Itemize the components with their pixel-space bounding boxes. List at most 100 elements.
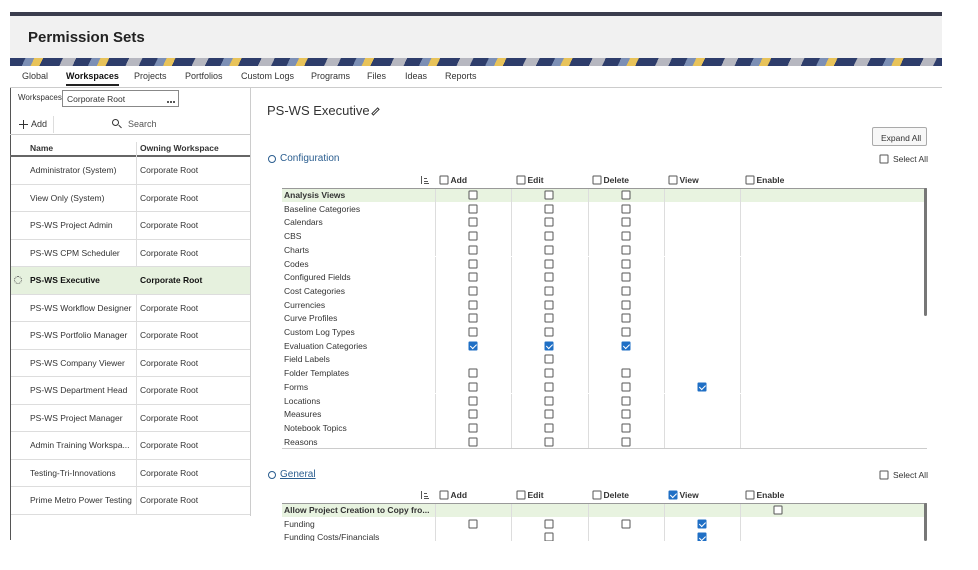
- checkbox[interactable]: [697, 519, 707, 529]
- checkbox[interactable]: [621, 423, 631, 433]
- checkbox[interactable]: [468, 204, 478, 214]
- checkbox[interactable]: [468, 341, 478, 351]
- checkbox[interactable]: [621, 217, 631, 227]
- table-row[interactable]: [282, 325, 926, 339]
- checkbox[interactable]: [544, 368, 554, 378]
- checkbox[interactable]: [544, 382, 554, 392]
- table-row[interactable]: [282, 229, 926, 243]
- checkbox[interactable]: [621, 286, 631, 296]
- search-field[interactable]: Search: [128, 119, 157, 129]
- checkbox[interactable]: [544, 190, 554, 200]
- checkbox[interactable]: [468, 382, 478, 392]
- table-row[interactable]: [282, 202, 926, 216]
- checkbox[interactable]: [468, 396, 478, 405]
- table-row[interactable]: [282, 394, 926, 408]
- checkbox[interactable]: [544, 259, 554, 268]
- table-row[interactable]: [282, 257, 926, 271]
- tab[interactable]: Global: [22, 71, 49, 81]
- tab[interactable]: Projects: [134, 71, 167, 81]
- table-row[interactable]: [282, 284, 926, 298]
- checkbox[interactable]: [544, 437, 554, 447]
- section-title[interactable]: Configuration: [280, 153, 340, 164]
- checkbox[interactable]: [439, 175, 448, 185]
- checkbox[interactable]: [668, 175, 677, 185]
- table-row[interactable]: [282, 517, 926, 531]
- checkbox[interactable]: [879, 154, 888, 164]
- checkbox[interactable]: [621, 272, 631, 282]
- tab[interactable]: Ideas: [405, 71, 428, 81]
- checkbox[interactable]: [468, 519, 478, 529]
- checkbox[interactable]: [544, 341, 554, 351]
- checkbox[interactable]: [621, 245, 631, 255]
- checkbox[interactable]: [468, 190, 478, 200]
- checkbox[interactable]: [544, 272, 554, 282]
- tab[interactable]: Custom Logs: [241, 71, 295, 81]
- table-row[interactable]: [282, 270, 926, 284]
- checkbox[interactable]: [621, 437, 631, 447]
- checkbox[interactable]: [468, 409, 478, 419]
- checkbox[interactable]: [621, 519, 631, 529]
- checkbox[interactable]: [621, 368, 631, 378]
- checkbox[interactable]: [544, 204, 554, 214]
- checkbox[interactable]: [544, 300, 554, 310]
- table-row[interactable]: [282, 243, 926, 257]
- checkbox[interactable]: [745, 490, 754, 500]
- checkbox[interactable]: [621, 313, 631, 323]
- table-row[interactable]: [282, 435, 926, 448]
- table-row[interactable]: [282, 298, 926, 312]
- table-row[interactable]: [282, 366, 926, 380]
- table-row[interactable]: [282, 215, 926, 229]
- checkbox[interactable]: [621, 259, 631, 268]
- checkbox[interactable]: [468, 327, 478, 337]
- checkbox[interactable]: [468, 231, 478, 241]
- checkbox[interactable]: [668, 490, 677, 500]
- checkbox[interactable]: [439, 490, 448, 500]
- table-row[interactable]: [282, 421, 926, 435]
- checkbox[interactable]: [773, 505, 783, 515]
- checkbox[interactable]: [468, 245, 478, 255]
- checkbox[interactable]: [621, 382, 631, 392]
- checkbox[interactable]: [621, 327, 631, 337]
- checkbox[interactable]: [468, 217, 478, 227]
- checkbox[interactable]: [544, 532, 554, 541]
- checkbox[interactable]: [621, 341, 631, 351]
- checkbox[interactable]: [544, 217, 554, 227]
- checkbox[interactable]: [544, 231, 554, 241]
- checkbox[interactable]: [468, 368, 478, 378]
- checkbox[interactable]: [697, 382, 707, 392]
- checkbox[interactable]: [468, 259, 478, 268]
- tab[interactable]: Files: [367, 71, 387, 81]
- checkbox[interactable]: [697, 532, 707, 541]
- checkbox[interactable]: [621, 409, 631, 419]
- checkbox[interactable]: [468, 313, 478, 323]
- table-row[interactable]: [282, 311, 926, 325]
- table-row[interactable]: [282, 339, 926, 353]
- workspace-input[interactable]: Corporate Root: [62, 90, 179, 107]
- checkbox[interactable]: [468, 437, 478, 447]
- checkbox[interactable]: [468, 423, 478, 433]
- checkbox[interactable]: [468, 286, 478, 296]
- checkbox[interactable]: [544, 286, 554, 296]
- checkbox[interactable]: [621, 231, 631, 241]
- collapse-icon[interactable]: [268, 471, 276, 479]
- tab[interactable]: Reports: [445, 71, 477, 81]
- table-row[interactable]: [282, 188, 926, 202]
- checkbox[interactable]: [544, 327, 554, 337]
- table-row[interactable]: [282, 503, 926, 517]
- checkbox[interactable]: [621, 396, 631, 405]
- expand-all-button[interactable]: Expand All: [872, 127, 927, 146]
- checkbox[interactable]: [516, 175, 525, 185]
- checkbox[interactable]: [621, 190, 631, 200]
- table-row[interactable]: [282, 380, 926, 394]
- checkbox[interactable]: [468, 300, 478, 310]
- checkbox[interactable]: [544, 519, 554, 529]
- edit-icon[interactable]: [371, 107, 380, 116]
- checkbox[interactable]: [544, 313, 554, 323]
- checkbox[interactable]: [468, 272, 478, 282]
- list-row[interactable]: [11, 266, 250, 294]
- checkbox[interactable]: [544, 409, 554, 419]
- tab[interactable]: Workspaces: [66, 71, 119, 81]
- checkbox[interactable]: [592, 175, 601, 185]
- table-row[interactable]: [282, 407, 926, 421]
- section-title[interactable]: General: [280, 469, 316, 480]
